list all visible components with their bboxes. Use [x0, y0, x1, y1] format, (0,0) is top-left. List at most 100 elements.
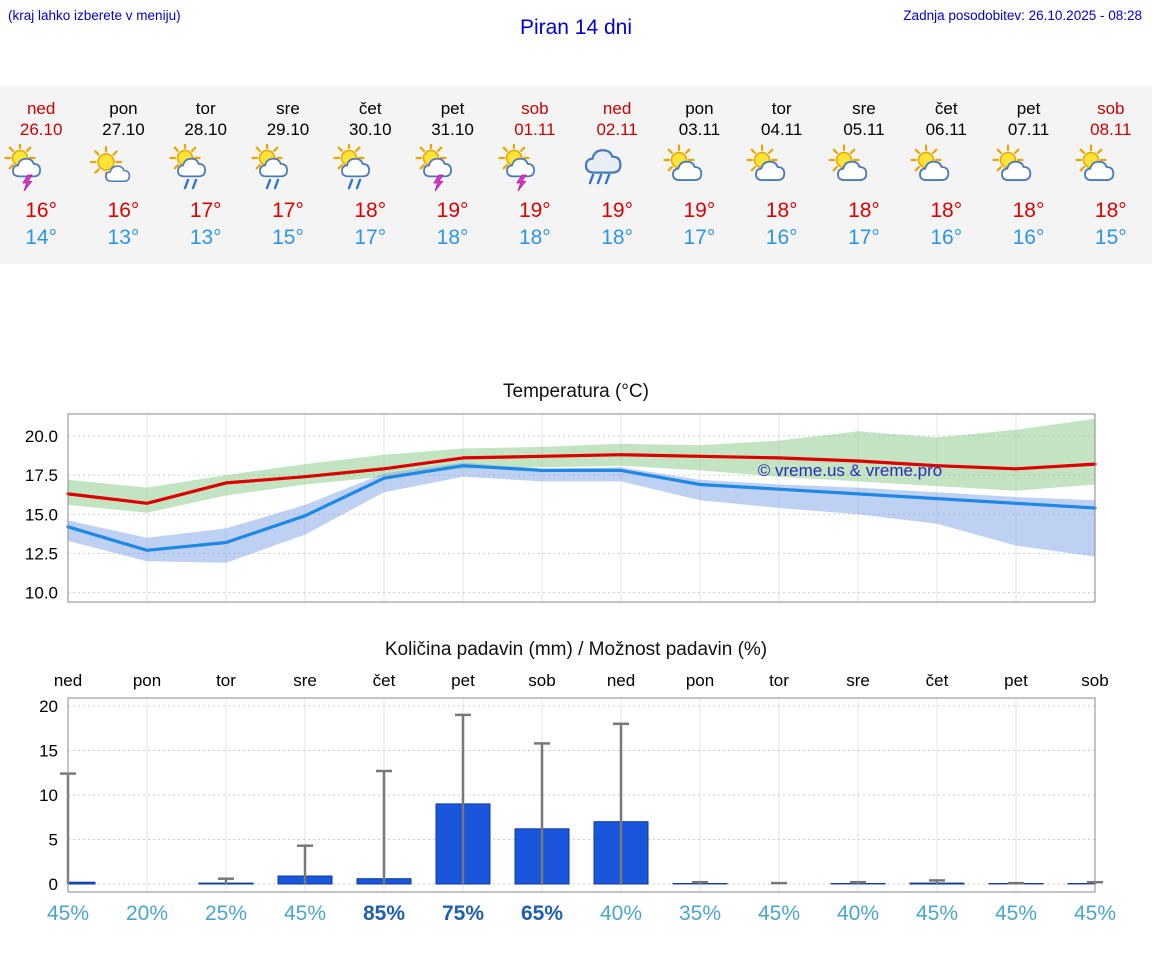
svg-text:sob: sob: [1081, 671, 1108, 690]
day-date: 02.11: [596, 120, 638, 139]
svg-text:45%: 45%: [284, 902, 326, 925]
day-date: 08.11: [1090, 120, 1132, 139]
sun-storm-icon: [494, 144, 576, 192]
svg-text:45%: 45%: [1074, 902, 1116, 925]
day-column[interactable]: pon 03.11 19° 17°: [658, 98, 740, 250]
svg-text:45%: 45%: [47, 902, 89, 925]
day-date: 04.11: [761, 120, 803, 139]
day-column[interactable]: ned 02.11 19° 18°: [576, 98, 658, 250]
day-name: pet: [1016, 99, 1041, 118]
high-temp: 17°: [272, 199, 304, 222]
svg-text:pon: pon: [133, 671, 161, 690]
low-temp: 16°: [1012, 226, 1045, 249]
svg-text:čet: čet: [373, 671, 396, 690]
svg-text:0: 0: [49, 875, 58, 894]
svg-text:35%: 35%: [679, 902, 721, 925]
svg-text:65%: 65%: [521, 902, 563, 925]
day-column[interactable]: sre 29.10 17° 15°: [247, 98, 329, 250]
temperature-section: Temperatura (°C) 10.0 12.5 15.0 17.5 20.0 © v…: [0, 380, 1152, 616]
day-name: ned: [26, 99, 56, 118]
partly-cloudy-icon: [1070, 144, 1152, 192]
svg-text:tor: tor: [216, 671, 236, 690]
temperature-chart: 10.0 12.5 15.0 17.5 20.0 © vreme.us & vreme.p…: [25, 413, 1097, 603]
day-column[interactable]: pon 27.10 16° 13°: [82, 98, 164, 250]
high-temp: 18°: [354, 199, 387, 222]
last-update: Zadnja posodobitev: 26.10.2025 - 08:28: [903, 8, 1142, 23]
menu-hint: (kraj lahko izberete v meniju): [8, 8, 181, 23]
partly-cloudy-icon: [658, 144, 740, 192]
svg-text:pet: pet: [1004, 671, 1028, 690]
mostly-sunny-icon: [82, 144, 164, 192]
precipitation-chart: 0 5 10 15 20 ned pon tor sre čet pet sob ned pon tor sr…: [39, 671, 1116, 925]
day-date: 26.10: [19, 120, 63, 139]
low-temp: 13°: [189, 226, 222, 249]
day-name: sob: [521, 99, 549, 118]
day-name: čet: [358, 99, 382, 118]
day-column[interactable]: pet 31.10 19° 18°: [411, 98, 493, 250]
precipitation-chart-title: Količina padavin (mm) / Možnost padavin …: [384, 639, 768, 660]
sun-rain-icon: [165, 144, 247, 192]
low-temp: 14°: [25, 226, 58, 249]
low-temp: 18°: [601, 226, 633, 249]
svg-text:čet: čet: [926, 671, 949, 690]
svg-text:12.5: 12.5: [25, 544, 58, 563]
day-date: 28.10: [184, 120, 227, 139]
svg-text:5: 5: [49, 831, 58, 850]
day-column[interactable]: pet 07.11 18° 16°: [987, 98, 1069, 250]
day-name: sre: [852, 99, 876, 118]
temperature-chart-title: Temperatura (°C): [503, 381, 649, 402]
day-name: pon: [109, 99, 138, 118]
day-column[interactable]: čet 30.10 18° 17°: [329, 98, 411, 250]
high-temp: 16°: [25, 199, 58, 222]
svg-text:15.0: 15.0: [25, 505, 58, 524]
partly-cloudy-icon: [987, 144, 1069, 192]
day-date: 01.11: [514, 120, 556, 139]
day-column[interactable]: sre 05.11 18° 17°: [823, 98, 905, 250]
low-temp: 16°: [765, 226, 798, 249]
day-column[interactable]: sob 01.11 19° 18°: [494, 98, 576, 250]
svg-text:10: 10: [39, 786, 58, 805]
low-temp: 15°: [272, 226, 304, 249]
day-column[interactable]: čet 06.11 18° 16°: [905, 98, 987, 250]
day-name: tor: [195, 99, 216, 118]
svg-text:40%: 40%: [600, 902, 642, 925]
high-temp: 19°: [683, 199, 716, 222]
svg-text:sob: sob: [528, 671, 555, 690]
sun-rain-icon: [329, 144, 411, 192]
heavy-rain-icon: [576, 144, 658, 192]
high-temp: 16°: [107, 199, 140, 222]
svg-text:20: 20: [39, 697, 58, 716]
day-column[interactable]: tor 04.11 18° 16°: [741, 98, 823, 250]
day-date: 03.11: [678, 120, 721, 139]
svg-text:sre: sre: [293, 671, 317, 690]
sun-storm-icon: [411, 144, 493, 192]
precipitation-section: Količina padavin (mm) / Možnost padavin …: [0, 638, 1152, 930]
low-temp: 17°: [848, 226, 880, 249]
svg-text:45%: 45%: [758, 902, 800, 925]
svg-text:pet: pet: [451, 671, 475, 690]
day-column[interactable]: ned 26.10 16° 14°: [0, 98, 82, 250]
day-name: pon: [685, 99, 714, 118]
day-column[interactable]: sob 08.11 18° 15°: [1070, 98, 1152, 250]
low-temp: 18°: [436, 226, 469, 249]
svg-text:© vreme.us & vreme.pro: © vreme.us & vreme.pro: [758, 461, 942, 480]
day-name: čet: [934, 99, 958, 118]
low-temp: 17°: [683, 226, 716, 249]
day-name: ned: [602, 99, 632, 118]
low-temp: 13°: [107, 226, 140, 249]
high-temp: 19°: [436, 199, 469, 222]
low-temp: 15°: [1094, 226, 1127, 249]
day-column[interactable]: tor 28.10 17° 13°: [165, 98, 247, 250]
svg-text:tor: tor: [769, 671, 789, 690]
svg-text:15: 15: [39, 742, 58, 761]
svg-text:10.0: 10.0: [25, 584, 58, 603]
svg-text:ned: ned: [607, 671, 635, 690]
page-title: Piran 14 dni: [519, 16, 633, 39]
low-temp: 17°: [354, 226, 387, 249]
day-date: 05.11: [843, 120, 885, 139]
day-date: 30.10: [348, 120, 392, 139]
day-name: sre: [276, 99, 300, 118]
header: (kraj lahko izberete v meniju) Piran 14 …: [0, 0, 1152, 56]
svg-text:ned: ned: [54, 671, 82, 690]
svg-text:45%: 45%: [916, 902, 958, 925]
